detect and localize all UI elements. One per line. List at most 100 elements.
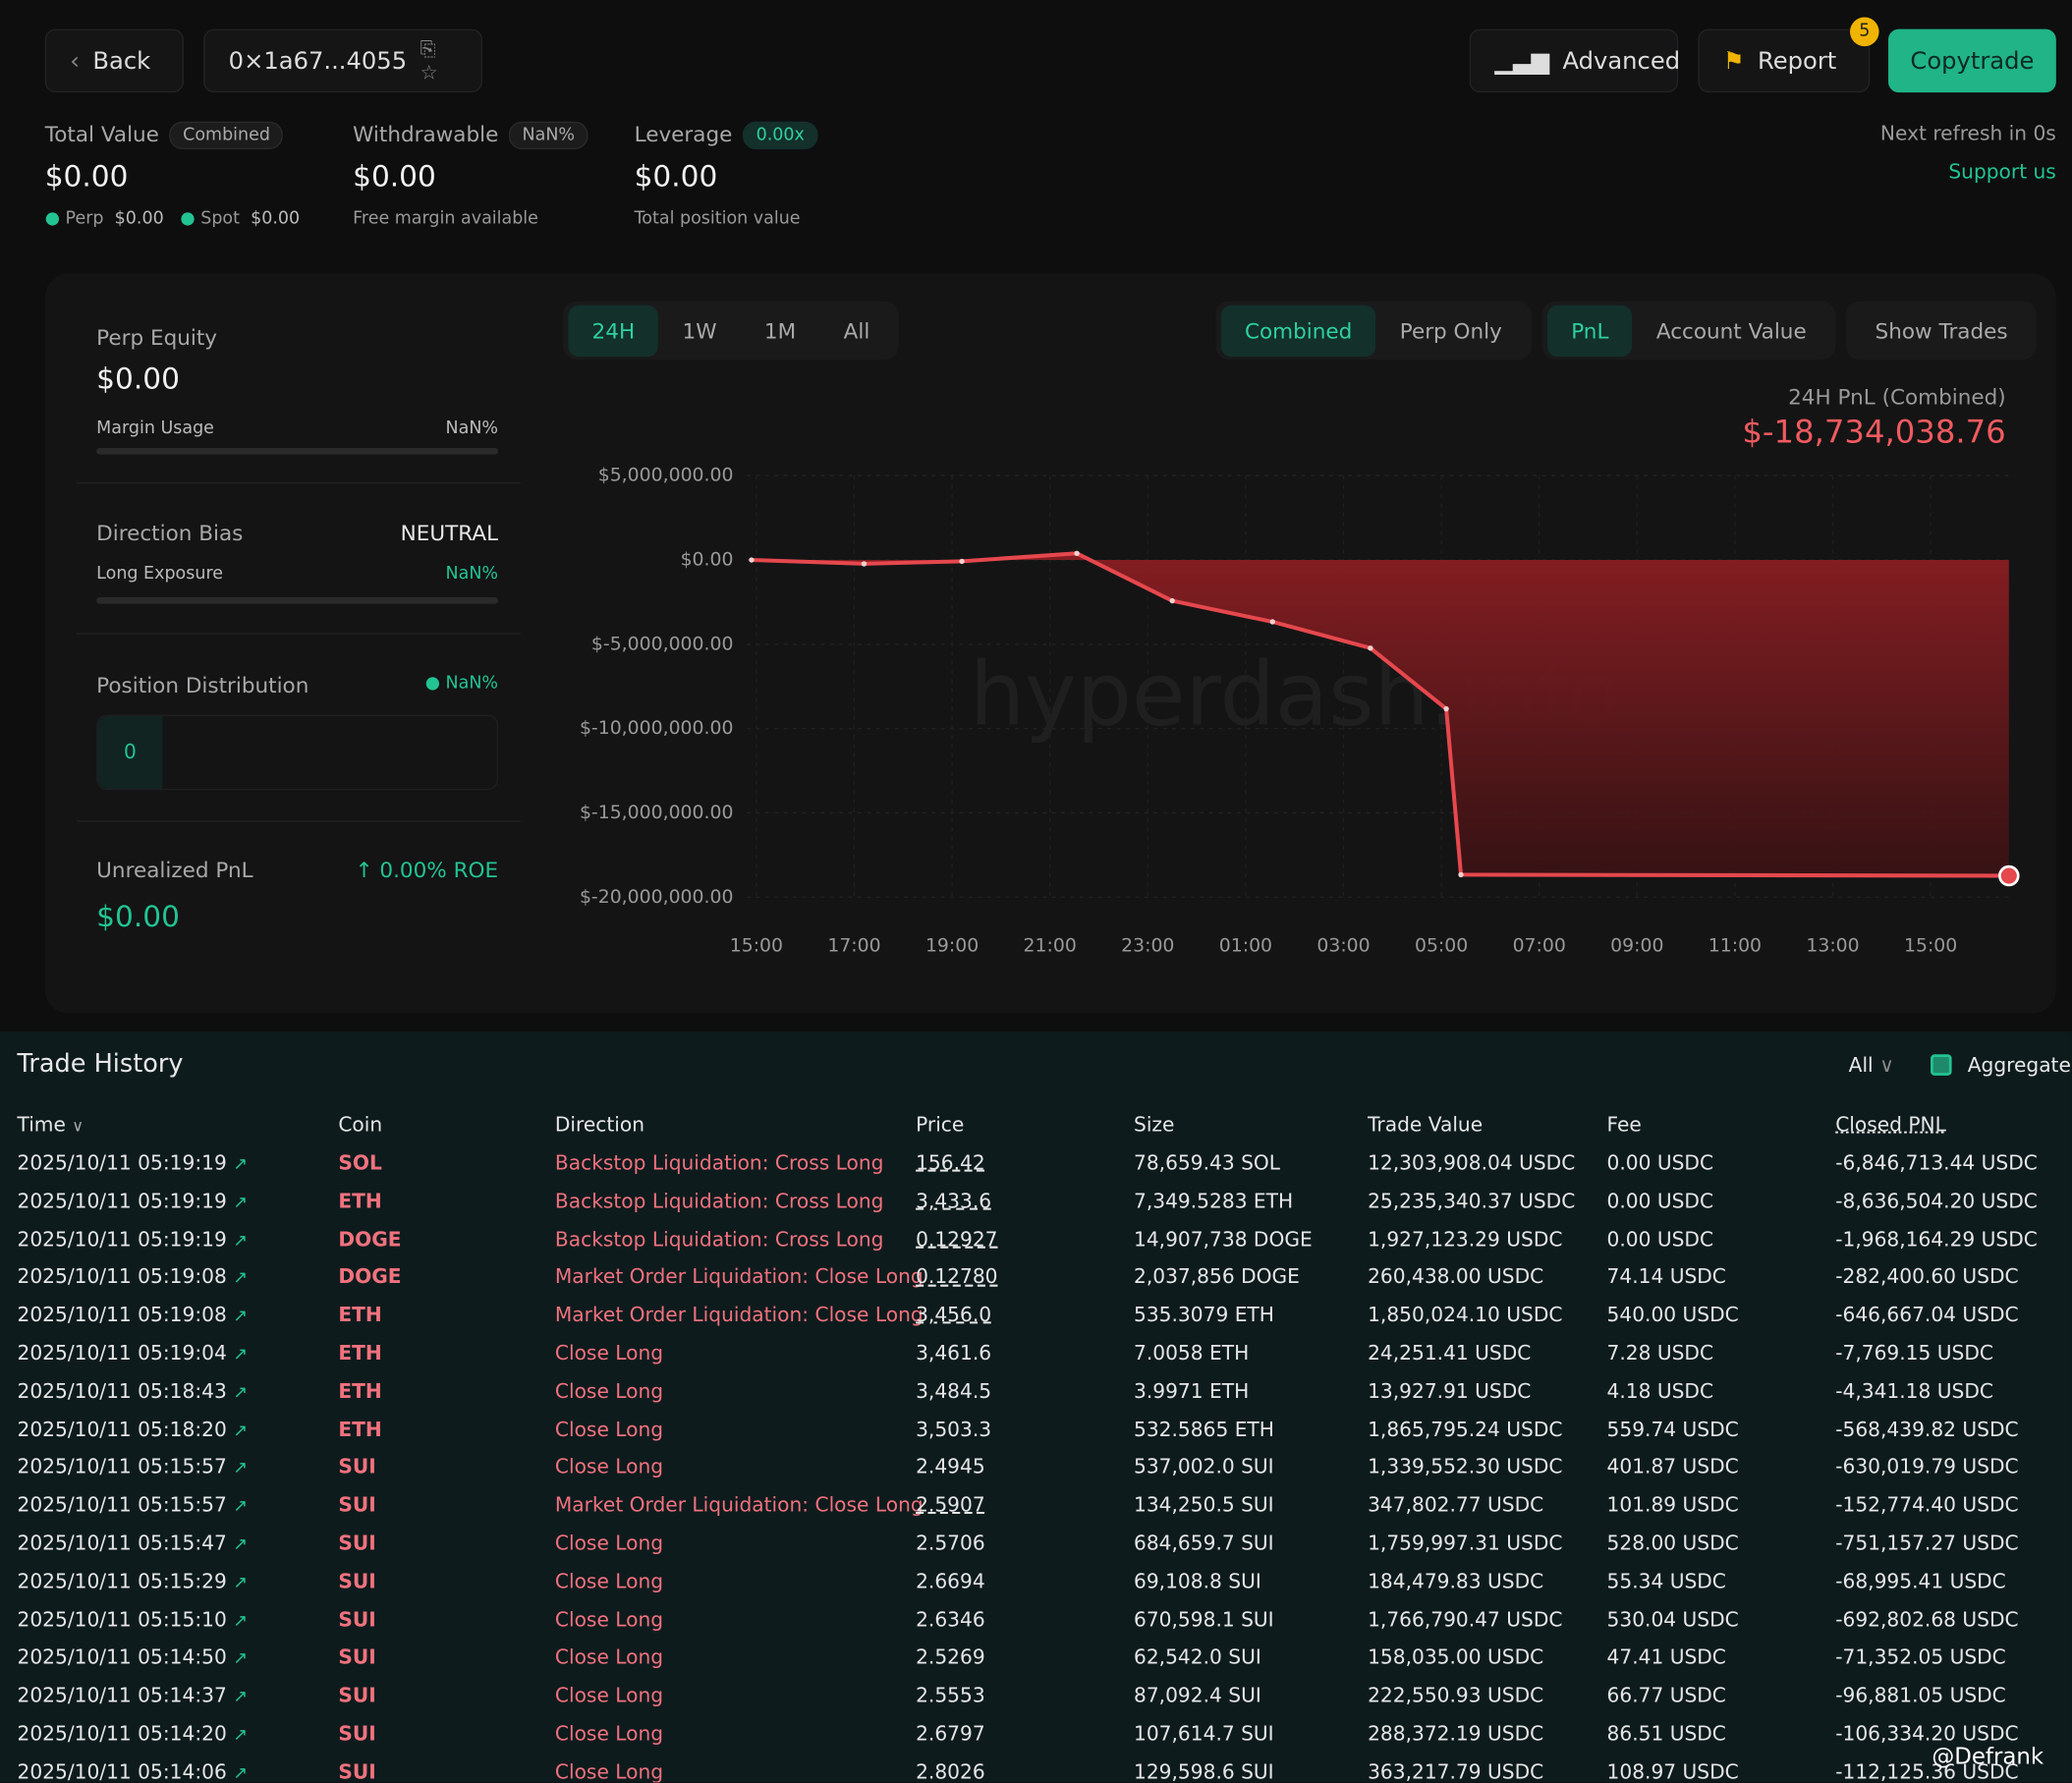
cell: 1,759,997.31 USDC bbox=[1368, 1531, 1563, 1556]
support-link[interactable]: Support us bbox=[1948, 159, 2056, 184]
tab[interactable]: PnL bbox=[1546, 305, 1633, 357]
x-tick-label: 21:00 bbox=[1024, 936, 1077, 957]
cell: -106,334.20 USDC bbox=[1835, 1721, 2019, 1746]
tab[interactable]: Combined bbox=[1220, 305, 1376, 357]
advanced-button[interactable]: ▁▃▆ Advanced bbox=[1469, 28, 1681, 93]
point bbox=[1443, 705, 1449, 712]
pnl-label: 24H PnL (Combined) bbox=[1788, 384, 2006, 410]
address-button[interactable]: 0×1a67...4055 ⎘ ☆ bbox=[203, 28, 482, 93]
tab[interactable]: 1M bbox=[763, 317, 797, 344]
total-value: $0.00 bbox=[44, 161, 129, 195]
tab[interactable]: Account Value bbox=[1655, 317, 1807, 344]
cell: 74.14 USDC bbox=[1606, 1264, 1726, 1289]
cell: 2.5269 bbox=[916, 1645, 985, 1670]
withdrawable-note: Free margin available bbox=[353, 208, 538, 229]
value: NaN% bbox=[445, 673, 499, 695]
cell: ETH bbox=[338, 1417, 382, 1441]
cell: 528.00 USDC bbox=[1606, 1531, 1739, 1556]
cell: 2.6694 bbox=[916, 1569, 985, 1593]
label: Leverage bbox=[634, 121, 733, 147]
cell: -751,157.27 USDC bbox=[1835, 1531, 2019, 1556]
trade-history: Trade History All ∨ Aggregate Time ∨ Coin… bbox=[0, 1031, 2072, 1783]
cell: 129,598.6 SUI bbox=[1134, 1759, 1274, 1783]
tab[interactable]: All bbox=[843, 317, 870, 344]
area bbox=[751, 553, 2009, 876]
cell: 0.12780 bbox=[916, 1264, 998, 1289]
tab[interactable]: Perp Only bbox=[1399, 317, 1502, 344]
advanced-label: Advanced bbox=[1562, 46, 1681, 75]
cell: 1,865,795.24 USDC bbox=[1368, 1417, 1563, 1441]
cell: 24,251.41 USDC bbox=[1368, 1341, 1532, 1365]
back-button[interactable]: ‹ Back bbox=[44, 28, 184, 93]
x-tick-label: 11:00 bbox=[1708, 936, 1762, 957]
cell: SUI bbox=[338, 1455, 376, 1479]
cell: SUI bbox=[338, 1569, 376, 1593]
cell: 108.97 USDC bbox=[1606, 1759, 1739, 1783]
pnl-value: $-18,734,038.76 bbox=[1742, 413, 2006, 451]
divider bbox=[77, 633, 521, 635]
point bbox=[861, 561, 868, 567]
cell: 134,250.5 SUI bbox=[1134, 1493, 1274, 1518]
aggregate-checkbox[interactable] bbox=[1931, 1054, 1952, 1076]
copytrade-button[interactable]: Copytrade bbox=[1888, 28, 2056, 93]
cell: 347,802.77 USDC bbox=[1368, 1493, 1544, 1518]
x-tick-label: 09:00 bbox=[1610, 936, 1663, 957]
tab[interactable]: 1W bbox=[682, 317, 717, 344]
y-tick-label: $-5,000,000.00 bbox=[591, 634, 734, 654]
cell: -152,774.40 USDC bbox=[1835, 1493, 2019, 1518]
cell: -4,341.18 USDC bbox=[1835, 1378, 1993, 1404]
cell: -112,125.36 USDC bbox=[1835, 1759, 2019, 1783]
cell: 7.28 USDC bbox=[1606, 1341, 1714, 1365]
divider bbox=[77, 820, 521, 822]
cell: Close Long bbox=[554, 1455, 664, 1479]
exposure-bar bbox=[96, 596, 499, 604]
cell: Market Order Liquidation: Close Long bbox=[554, 1493, 924, 1518]
column-header: Trade Value bbox=[1368, 1112, 1484, 1137]
cell: 260,438.00 USDC bbox=[1368, 1264, 1544, 1289]
column-header: Fee bbox=[1606, 1112, 1642, 1137]
cell: 2.5706 bbox=[916, 1531, 985, 1556]
tag: 0.00x bbox=[743, 121, 818, 149]
cell: 2.6346 bbox=[916, 1607, 985, 1632]
cell: 1,927,123.29 USDC bbox=[1368, 1226, 1563, 1252]
x-tick-label: 05:00 bbox=[1415, 936, 1468, 957]
cell: 87,092.4 SUI bbox=[1134, 1683, 1261, 1707]
direction-bias-label: Direction Bias bbox=[96, 520, 244, 546]
cell: Backstop Liquidation: Cross Long bbox=[554, 1150, 884, 1175]
point bbox=[959, 558, 965, 565]
perp-label: Perp bbox=[65, 208, 104, 229]
cell: 2025/10/11 05:14:50 ↗ bbox=[17, 1645, 248, 1670]
roe: ↑ 0.00% ROE bbox=[355, 857, 499, 883]
total-breakdown: ● Perp $0.00 ● Spot $0.00 bbox=[44, 208, 301, 229]
cell: Backstop Liquidation: Cross Long bbox=[554, 1226, 884, 1252]
cell: -68,995.41 USDC bbox=[1835, 1569, 2006, 1593]
cell: 158,035.00 USDC bbox=[1368, 1645, 1544, 1670]
label: Total Value bbox=[44, 121, 159, 147]
tab[interactable]: 24H bbox=[568, 305, 659, 357]
cell: -71,352.05 USDC bbox=[1835, 1645, 2006, 1670]
show-trades-tab[interactable]: Show Trades bbox=[1845, 301, 2038, 360]
y-tick-label: $5,000,000.00 bbox=[598, 466, 734, 486]
cell: 2025/10/11 05:19:08 ↗ bbox=[17, 1264, 248, 1289]
cell: 0.00 USDC bbox=[1606, 1226, 1714, 1252]
cell: Close Long bbox=[554, 1607, 664, 1632]
column-header: Direction bbox=[554, 1112, 645, 1137]
cell: -282,400.60 USDC bbox=[1835, 1264, 2019, 1289]
x-tick-label: 15:00 bbox=[1904, 936, 1957, 957]
cell: 559.74 USDC bbox=[1606, 1417, 1739, 1441]
cell: 2025/10/11 05:15:29 ↗ bbox=[17, 1569, 248, 1593]
y-tick-label: $-10,000,000.00 bbox=[580, 718, 734, 739]
cell: Close Long bbox=[554, 1569, 664, 1593]
y-tick-label: $-20,000,000.00 bbox=[580, 887, 734, 908]
address: 0×1a67...4055 bbox=[228, 46, 408, 75]
report-label: Report bbox=[1758, 46, 1837, 75]
filter[interactable]: All ∨ bbox=[1848, 1052, 1894, 1078]
cell: 3,456.0 bbox=[916, 1303, 992, 1327]
roe-value: 0.00% ROE bbox=[379, 857, 499, 883]
table-title: Trade History bbox=[17, 1048, 184, 1079]
long-exposure-label: Long Exposure bbox=[96, 564, 224, 585]
cell: 25,235,340.37 USDC bbox=[1368, 1189, 1576, 1213]
column-header: Price bbox=[916, 1112, 965, 1137]
report-button[interactable]: ⚑ Report bbox=[1698, 28, 1871, 93]
leverage-note: Total position value bbox=[634, 208, 801, 229]
